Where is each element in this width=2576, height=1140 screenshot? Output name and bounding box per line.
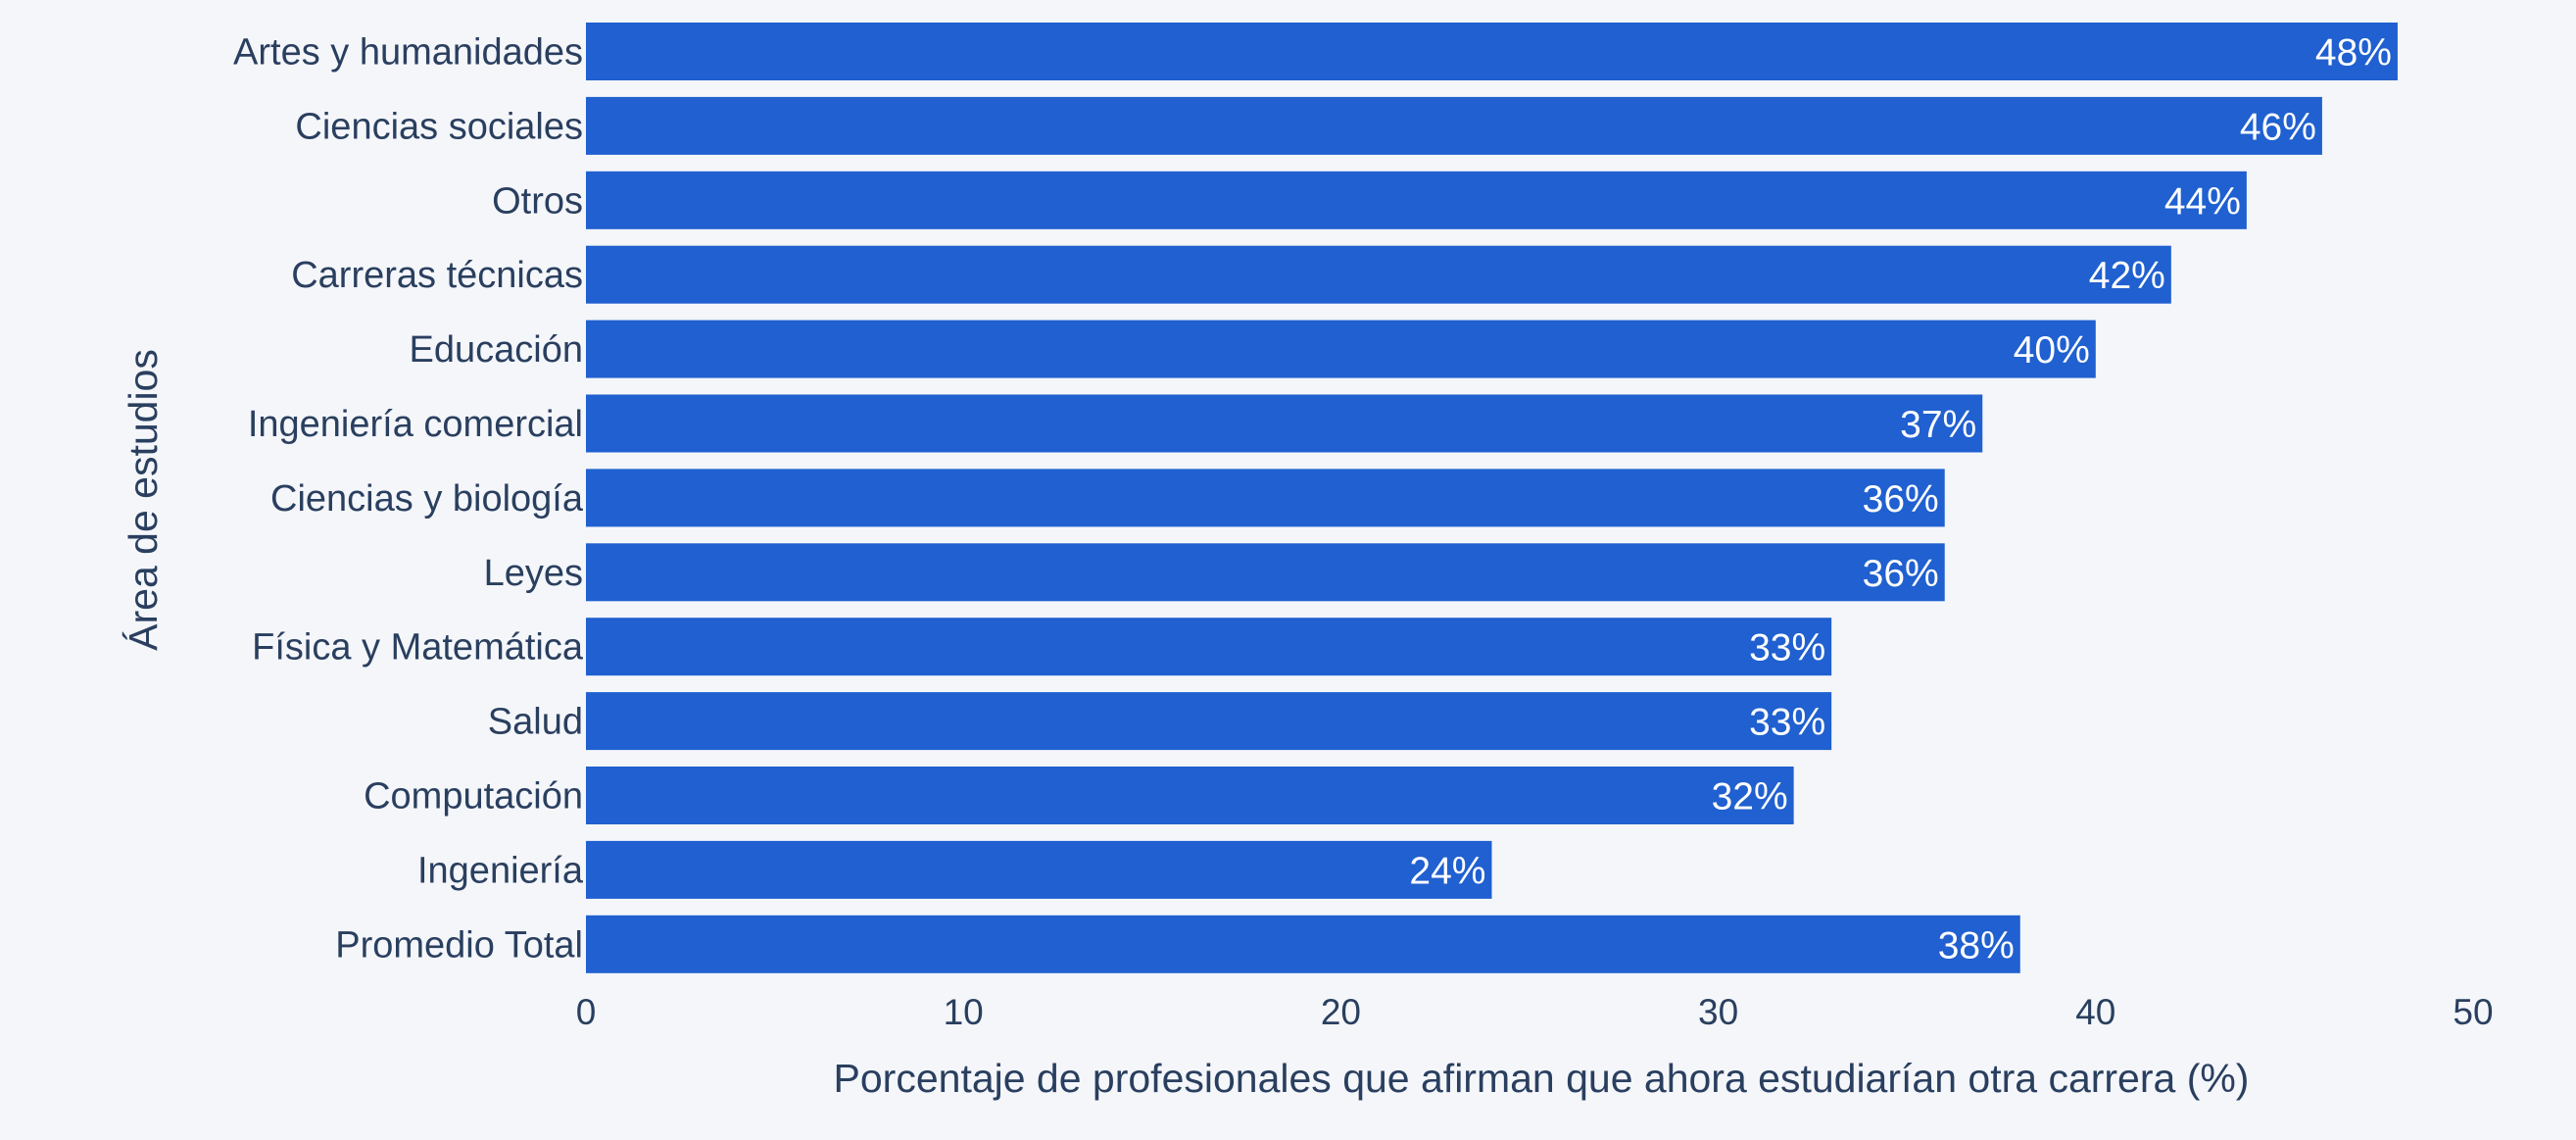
x-tick-label-0: 0 bbox=[576, 992, 597, 1032]
value-label-ingenieria: 24% bbox=[1409, 850, 1485, 892]
value-label-ingenieria-comercial: 37% bbox=[1900, 404, 1976, 446]
category-label-artes-y-humanidades: Artes y humanidades bbox=[233, 32, 583, 74]
bar-computacion bbox=[586, 767, 1794, 824]
bar-artes-y-humanidades bbox=[586, 23, 2398, 80]
value-labels-layer: 48% 46% 44% 42% 40% 37% 36% 36% 33% 33% 32% 24% 38% bbox=[1409, 32, 2392, 967]
x-tick-label-30: 30 bbox=[1698, 992, 1738, 1032]
bar-promedio-total bbox=[586, 915, 2020, 973]
x-axis-title: Porcentaje de profesionales que afirman … bbox=[834, 1056, 2250, 1101]
category-label-ingenieria: Ingeniería bbox=[417, 850, 584, 891]
value-label-ciencias-sociales: 46% bbox=[2240, 106, 2316, 148]
value-label-carreras-tecnicas: 42% bbox=[2089, 255, 2165, 297]
x-tick-label-10: 10 bbox=[944, 992, 984, 1032]
bar-educacion bbox=[586, 320, 2096, 378]
value-label-promedio-total: 38% bbox=[1938, 924, 2015, 967]
x-tick-labels-layer: 0 10 20 30 40 50 bbox=[576, 992, 2494, 1032]
bar-ciencias-y-biologia bbox=[586, 469, 1945, 527]
category-label-leyes: Leyes bbox=[484, 553, 583, 594]
category-label-fisica-y-matematica: Física y Matemática bbox=[252, 627, 584, 669]
value-label-computacion: 32% bbox=[1712, 776, 1788, 818]
bar-otros bbox=[586, 171, 2247, 229]
value-label-fisica-y-matematica: 33% bbox=[1749, 627, 1825, 669]
x-tick-label-50: 50 bbox=[2453, 992, 2493, 1032]
bar-fisica-y-matematica bbox=[586, 618, 1832, 676]
y-axis-title: Área de estudios bbox=[121, 349, 166, 651]
category-labels-layer: Artes y humanidades Ciencias sociales Otro… bbox=[233, 32, 584, 967]
bar-leyes bbox=[586, 543, 1945, 602]
bar-salud bbox=[586, 692, 1832, 751]
category-label-ciencias-sociales: Ciencias sociales bbox=[295, 106, 583, 147]
value-label-educacion: 40% bbox=[2014, 329, 2090, 372]
bar-ingenieria-comercial bbox=[586, 394, 1983, 453]
x-tick-label-40: 40 bbox=[2075, 992, 2115, 1032]
value-label-artes-y-humanidades: 48% bbox=[2315, 32, 2392, 74]
bar-ciencias-sociales bbox=[586, 96, 2322, 155]
category-label-promedio-total: Promedio Total bbox=[335, 924, 583, 966]
value-label-leyes: 36% bbox=[1863, 553, 1939, 595]
category-label-carreras-tecnicas: Carreras técnicas bbox=[291, 255, 583, 296]
category-label-educacion: Educación bbox=[410, 329, 583, 371]
category-label-computacion: Computación bbox=[364, 776, 583, 818]
bar-ingenieria bbox=[586, 840, 1492, 899]
category-label-salud: Salud bbox=[488, 702, 583, 743]
x-tick-label-20: 20 bbox=[1321, 992, 1361, 1032]
bar-carreras-tecnicas bbox=[586, 245, 2171, 304]
bars-layer bbox=[586, 23, 2398, 973]
category-label-ingenieria-comercial: Ingeniería comercial bbox=[248, 404, 583, 445]
category-label-otros: Otros bbox=[492, 180, 583, 222]
category-label-ciencias-y-biologia: Ciencias y biología bbox=[270, 478, 584, 520]
value-label-salud: 33% bbox=[1749, 702, 1825, 744]
value-label-ciencias-y-biologia: 36% bbox=[1863, 478, 1939, 520]
value-label-otros: 44% bbox=[2164, 180, 2241, 223]
